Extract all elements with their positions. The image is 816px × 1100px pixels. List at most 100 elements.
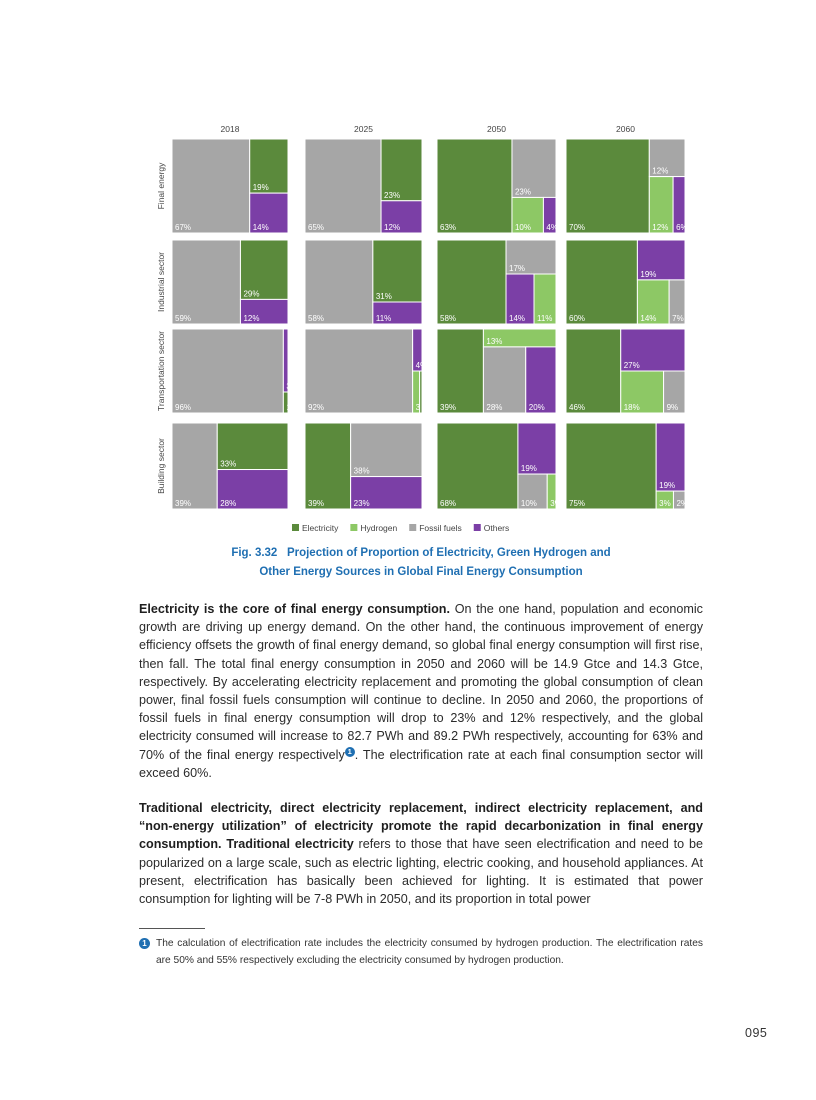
figure-label: Fig. 3.32 <box>231 547 278 559</box>
segment <box>533 273 557 325</box>
figure-caption: Fig. 3.32 Projection of Proportion of El… <box>200 547 642 559</box>
segment <box>380 138 423 202</box>
segment-label: 3% <box>659 499 671 508</box>
segment <box>436 239 507 325</box>
segment <box>511 196 544 234</box>
segment-label: 2% <box>676 499 688 508</box>
column-label: 2018 <box>221 124 240 134</box>
segment-label: 19% <box>659 481 675 490</box>
segment-label: 10% <box>515 223 531 232</box>
segment-label: 12% <box>652 223 668 232</box>
segment-label: 3% <box>550 499 562 508</box>
segment-label: 3% <box>286 382 298 391</box>
legend-swatch <box>473 524 481 531</box>
segment <box>636 239 686 281</box>
segment-label: 14% <box>640 314 656 323</box>
segment-label: 4% <box>416 361 428 370</box>
column-label: 2060 <box>616 124 635 134</box>
segment-label: 23% <box>384 191 400 200</box>
row-label: Industrial sector <box>156 252 166 312</box>
column-label: 2025 <box>354 124 373 134</box>
segment-label: 12% <box>243 314 259 323</box>
segment <box>380 200 423 234</box>
footnote: 1 The calculation of electrification rat… <box>139 936 703 969</box>
legend-label: Fossil fuels <box>419 523 462 533</box>
segment-label: 6% <box>676 223 688 232</box>
segment <box>372 239 423 303</box>
segment-label: 14% <box>509 314 525 323</box>
segment-label: 68% <box>440 499 456 508</box>
segment-label: 31% <box>376 292 392 301</box>
segment-label: 39% <box>440 403 456 412</box>
segment-label: 23% <box>354 499 370 508</box>
segment <box>565 328 622 414</box>
segment-label: 58% <box>308 314 324 323</box>
row-label: Transportation sector <box>156 331 166 411</box>
segment <box>620 370 665 414</box>
segment-label: 28% <box>220 499 236 508</box>
segment-label: 11% <box>537 314 552 323</box>
caption-line: Other Energy Sources in Global Final Ene… <box>259 566 583 578</box>
segment <box>372 301 423 325</box>
footnote-marker: 1 <box>139 938 150 949</box>
segment-label: 12% <box>384 223 400 232</box>
segment-label: 59% <box>175 314 191 323</box>
row-label: Final energy <box>156 162 166 210</box>
segment-label: 28% <box>486 403 502 412</box>
legend-swatch <box>409 524 417 531</box>
segment-label: 4% <box>546 223 558 232</box>
segment <box>482 346 527 414</box>
segment <box>436 422 519 510</box>
footnote-rule <box>139 928 205 929</box>
segment <box>419 370 423 414</box>
segment <box>249 138 289 194</box>
footnote-text: The calculation of electrification rate … <box>156 938 703 966</box>
legend-label: Electricity <box>302 523 339 533</box>
segment <box>304 328 414 414</box>
segment <box>304 422 352 510</box>
segment <box>350 422 423 478</box>
segment <box>672 490 686 510</box>
segment-label: 92% <box>308 403 324 412</box>
segment <box>304 239 374 325</box>
segment-label: 12% <box>652 167 668 176</box>
segment-label: 9% <box>667 403 679 412</box>
segment-label: 13% <box>486 337 502 346</box>
segment-label: 11% <box>376 314 391 323</box>
segment <box>636 279 670 325</box>
segment <box>542 196 557 234</box>
column-label: 2050 <box>487 124 506 134</box>
segment-label: 33% <box>220 460 236 469</box>
segment <box>546 473 557 510</box>
segment <box>663 370 686 414</box>
legend-label: Others <box>484 523 510 533</box>
text: refers to those that have seen electrifi… <box>139 837 703 907</box>
segment <box>565 138 650 234</box>
segment-label: 75% <box>569 499 585 508</box>
figure-caption: Other Energy Sources in Global Final Ene… <box>200 566 642 578</box>
segment-label: 39% <box>175 499 191 508</box>
segment-label: 18% <box>624 403 640 412</box>
segment-label: 7% <box>672 314 684 323</box>
segment-label: 65% <box>308 223 324 232</box>
paragraph: Electricity is the core of final energy … <box>139 600 703 782</box>
segment <box>171 422 218 510</box>
caption-line: Projection of Proportion of Electricity,… <box>286 547 611 559</box>
segment <box>655 422 686 492</box>
segment-label: 19% <box>640 270 656 279</box>
segment <box>304 138 382 234</box>
segment <box>216 469 289 510</box>
segment <box>436 138 513 234</box>
legend-swatch <box>350 524 358 531</box>
segment <box>517 473 548 510</box>
segment <box>239 298 289 325</box>
row-label: Building sector <box>156 438 166 494</box>
segment <box>672 176 686 234</box>
segment <box>436 328 484 414</box>
segment-label: 27% <box>624 361 640 370</box>
segment <box>249 192 289 234</box>
segment <box>505 239 557 275</box>
segment-label: 67% <box>175 223 191 232</box>
legend-label: Hydrogen <box>360 523 397 533</box>
